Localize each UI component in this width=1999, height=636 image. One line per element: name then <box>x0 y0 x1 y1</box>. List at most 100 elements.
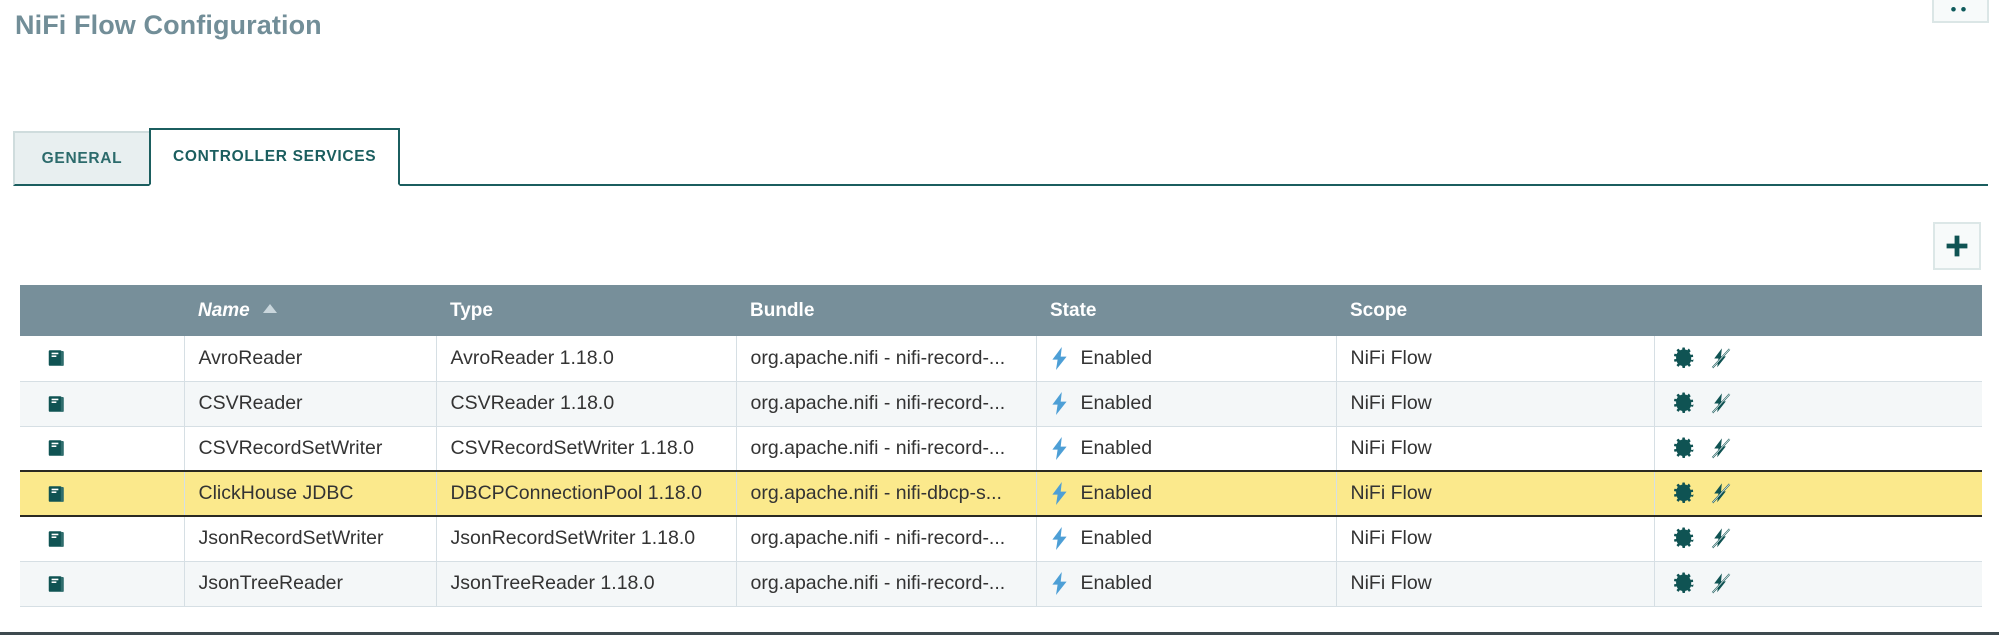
flash-off-icon[interactable] <box>1710 392 1733 415</box>
cell-state-text: Enabled <box>1080 572 1153 594</box>
column-header-name[interactable]: Name <box>184 285 436 336</box>
tab-controller-services-label: CONTROLLER SERVICES <box>173 148 377 165</box>
cell-name: ClickHouse JDBC <box>184 470 437 517</box>
cell-type: CSVRecordSetWriter 1.18.0 <box>436 426 737 472</box>
cell-actions <box>1654 561 1982 607</box>
cell-bundle: org.apache.nifi - nifi-dbcp-s... <box>736 470 1037 517</box>
column-header-state-label: State <box>1050 299 1097 321</box>
row-icon-cell <box>20 561 185 607</box>
gear-icon[interactable] <box>1673 392 1696 415</box>
book-icon <box>48 530 64 547</box>
tab-bar: GENERAL CONTROLLER SERVICES <box>13 126 1988 186</box>
cell-type-text: AvroReader 1.18.0 <box>450 346 614 369</box>
cell-bundle: org.apache.nifi - nifi-record-... <box>736 516 1037 562</box>
cell-state: Enabled <box>1036 336 1337 382</box>
tab-general[interactable]: GENERAL <box>13 131 151 186</box>
row-icon-cell <box>20 381 185 427</box>
table-row[interactable]: CSVRecordSetWriter CSVRecordSetWriter 1.1… <box>20 426 1982 472</box>
cell-type: AvroReader 1.18.0 <box>436 336 737 382</box>
cell-scope: NiFi Flow <box>1336 561 1655 607</box>
cell-name-text: JsonRecordSetWriter <box>198 527 384 550</box>
cell-name: JsonRecordSetWriter <box>184 516 437 562</box>
gear-icon[interactable] <box>1673 527 1696 550</box>
cell-bundle: org.apache.nifi - nifi-record-... <box>736 381 1037 427</box>
cell-type: DBCPConnectionPool 1.18.0 <box>436 470 737 517</box>
more-options-button[interactable]: •• <box>1932 0 1989 23</box>
lightning-bolt-icon <box>1051 527 1067 551</box>
cell-actions <box>1654 470 1982 517</box>
cell-scope: NiFi Flow <box>1336 516 1655 562</box>
lightning-bolt-icon <box>1051 482 1067 505</box>
page-bottom-divider <box>0 632 1999 635</box>
column-header-state[interactable]: State <box>1036 285 1336 336</box>
lightning-bolt-icon <box>1051 346 1067 370</box>
row-icon-cell <box>20 516 185 562</box>
lightning-bolt-icon <box>1051 436 1067 460</box>
table-row[interactable]: CSVReader CSVReader 1.18.0 org.apache.nifi… <box>20 381 1982 427</box>
cell-state: Enabled <box>1036 426 1337 472</box>
cell-scope-text: NiFi Flow <box>1350 482 1432 504</box>
flash-off-icon[interactable] <box>1710 527 1733 550</box>
row-icon-cell <box>20 426 185 472</box>
add-controller-service-button[interactable] <box>1933 222 1981 270</box>
cell-state-text: Enabled <box>1080 482 1153 504</box>
book-icon <box>48 350 64 367</box>
plus-icon <box>1946 235 1968 257</box>
cell-bundle: org.apache.nifi - nifi-record-... <box>736 336 1037 382</box>
cell-bundle-text: org.apache.nifi - nifi-dbcp-s... <box>750 482 1002 504</box>
page-title: NiFi Flow Configuration <box>15 10 322 40</box>
table-row[interactable]: JsonTreeReader JsonTreeReader 1.18.0 org.a… <box>20 561 1982 607</box>
flash-off-icon[interactable] <box>1710 437 1733 460</box>
cell-state-text: Enabled <box>1080 527 1153 550</box>
cell-scope: NiFi Flow <box>1336 381 1655 427</box>
cell-scope: NiFi Flow <box>1336 336 1655 382</box>
cell-name-text: CSVReader <box>198 392 303 414</box>
cell-state-text: Enabled <box>1080 346 1153 369</box>
table-row[interactable]: ClickHouse JDBC DBCPConnectionPool 1.18.0… <box>20 470 1982 517</box>
cell-bundle-text: org.apache.nifi - nifi-record-... <box>750 527 1006 550</box>
cell-type: JsonRecordSetWriter 1.18.0 <box>436 516 737 562</box>
book-icon <box>48 395 64 412</box>
column-header-scope[interactable]: Scope <box>1336 285 1654 336</box>
gear-icon[interactable] <box>1673 482 1696 505</box>
column-header-name-label: Name <box>198 299 250 321</box>
cell-scope: NiFi Flow <box>1336 426 1655 472</box>
row-icon-cell <box>20 470 185 517</box>
column-header-type[interactable]: Type <box>436 285 736 336</box>
book-icon <box>48 485 64 502</box>
cell-name-text: CSVRecordSetWriter <box>198 436 383 459</box>
cell-type-text: DBCPConnectionPool 1.18.0 <box>450 482 703 504</box>
table-row[interactable]: JsonRecordSetWriter JsonRecordSetWriter 1… <box>20 516 1982 562</box>
table-header: Name Type Bundle State Scope <box>20 285 1982 336</box>
cell-actions <box>1654 381 1982 427</box>
cell-actions <box>1654 516 1982 562</box>
tabs-underline <box>13 184 1988 186</box>
column-header-bundle-label: Bundle <box>750 299 815 321</box>
column-header-bundle[interactable]: Bundle <box>736 285 1036 336</box>
gear-icon[interactable] <box>1673 347 1696 370</box>
gear-icon[interactable] <box>1673 572 1696 595</box>
cell-scope-text: NiFi Flow <box>1350 572 1432 594</box>
gear-icon[interactable] <box>1673 437 1696 460</box>
column-header-scope-label: Scope <box>1350 299 1408 321</box>
table-row[interactable]: AvroReader AvroReader 1.18.0 org.apache.ni… <box>20 336 1982 382</box>
cell-name: JsonTreeReader <box>184 561 437 607</box>
cell-scope-text: NiFi Flow <box>1350 436 1432 459</box>
book-icon <box>48 575 64 592</box>
tab-controller-services[interactable]: CONTROLLER SERVICES <box>149 128 401 186</box>
cell-name: CSVReader <box>184 381 437 427</box>
flash-off-icon[interactable] <box>1710 572 1733 595</box>
cell-name: CSVRecordSetWriter <box>184 426 437 472</box>
cell-scope: NiFi Flow <box>1336 470 1655 517</box>
cell-bundle-text: org.apache.nifi - nifi-record-... <box>750 392 1006 414</box>
cell-bundle-text: org.apache.nifi - nifi-record-... <box>750 436 1006 459</box>
cell-bundle-text: org.apache.nifi - nifi-record-... <box>750 572 1006 594</box>
cell-actions <box>1654 426 1982 472</box>
cell-name-text: JsonTreeReader <box>198 572 344 594</box>
flash-off-icon[interactable] <box>1710 482 1733 505</box>
cell-bundle: org.apache.nifi - nifi-record-... <box>736 426 1037 472</box>
caret-up-icon <box>263 303 278 313</box>
column-header-actions <box>1654 285 1982 336</box>
flash-off-icon[interactable] <box>1710 347 1733 370</box>
cell-type: CSVReader 1.18.0 <box>436 381 737 427</box>
